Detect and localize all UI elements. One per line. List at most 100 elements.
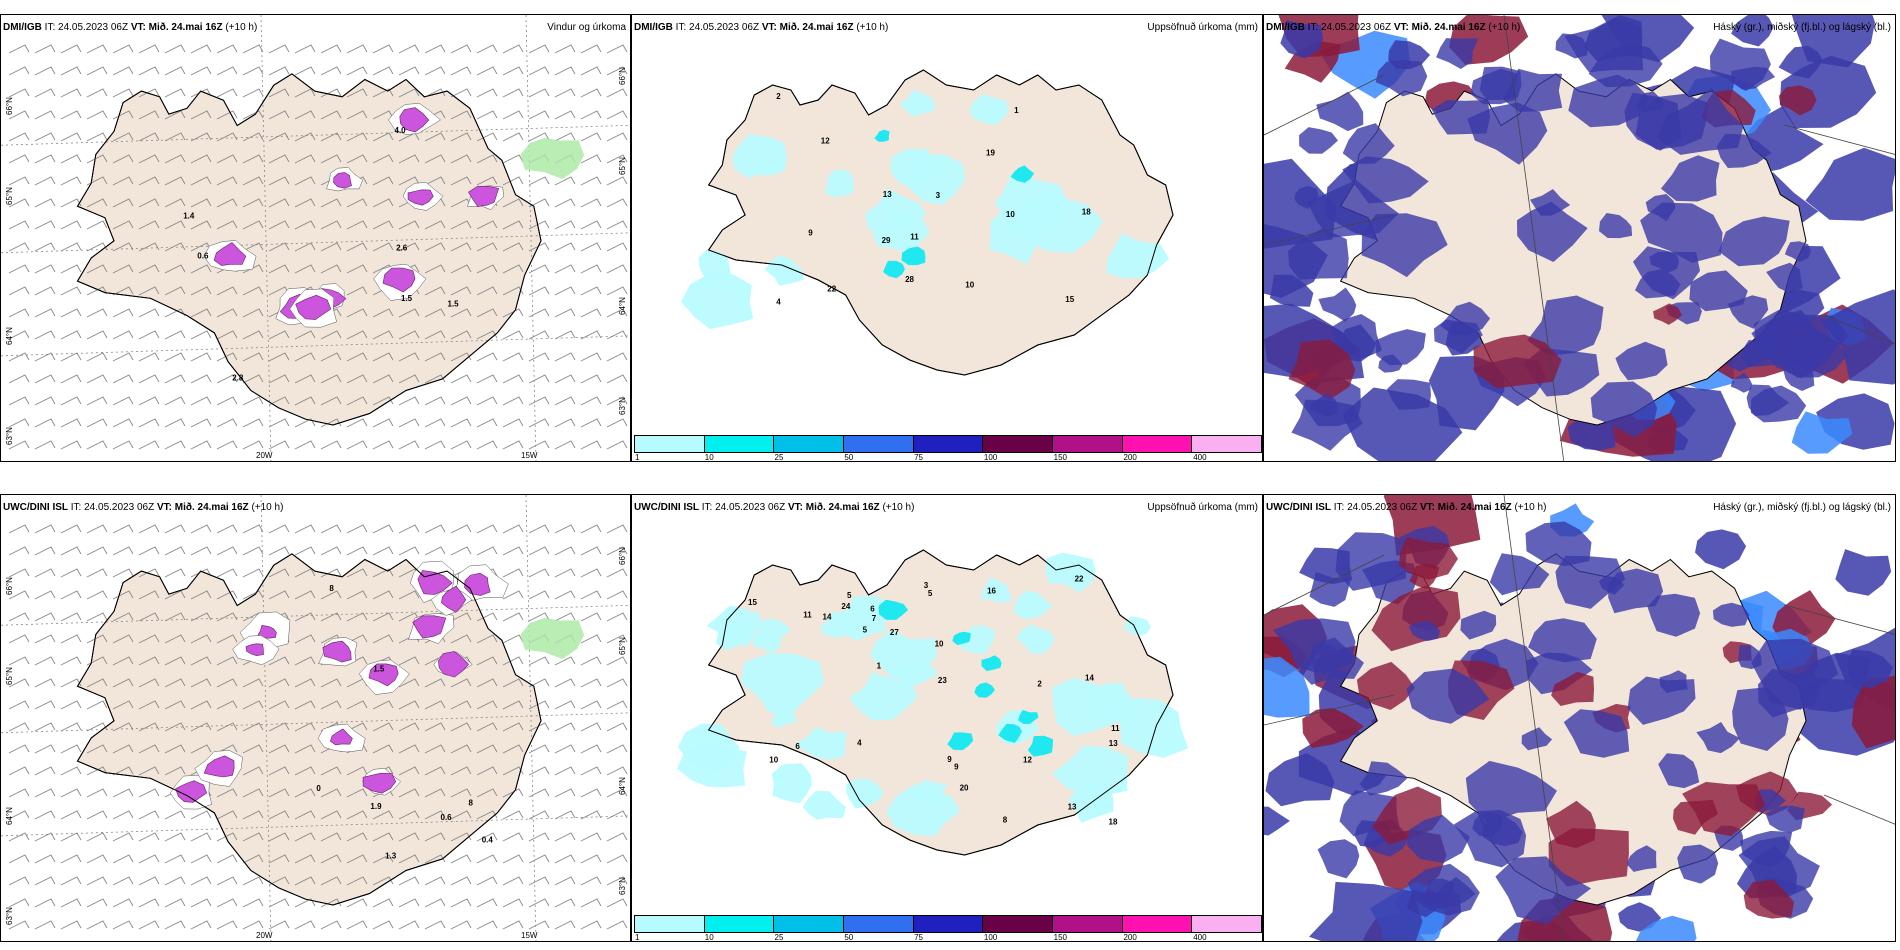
colorbar-swatch <box>844 436 914 452</box>
cloud-overlay <box>1288 17 1849 451</box>
lon-label: 15W <box>521 451 538 460</box>
colorbar-tick: 100 <box>983 933 998 942</box>
forecast-panel-1: 3 18 29 10 13 15 12 9 2 1 19 11 28 4 22 10 DMI/IGB IT: 2… <box>631 14 1263 462</box>
value-label: 1.5 <box>401 294 413 303</box>
product-title: Háský (gr.), miðský (fj.bl.) og lágský (… <box>1713 502 1891 513</box>
valid-label: VT: <box>787 502 803 513</box>
lat-label-right: 66°N <box>618 547 627 565</box>
colorbar-swatch <box>913 916 984 932</box>
colorbar-swatch <box>1053 916 1123 932</box>
value-label: 5 <box>847 591 852 600</box>
coastline <box>707 549 1174 856</box>
value-label: 24 <box>841 602 850 611</box>
forecast-panel-2: UWC/DINI ISL IT: 24.05.2023 06Z VT: Mið.… <box>1263 494 1896 942</box>
value-label: 10 <box>935 640 944 649</box>
value-labels: 0.6 2.8 4.0 1.5 2.6 1.5 1.4 <box>183 126 459 383</box>
forecast-panel-0: 0.6 8 0 8 1.9 1.5 1.3 0.4 UWC/DINI ISL IT: 24.05… <box>0 494 631 942</box>
colorbar-tick: 25 <box>774 933 784 942</box>
colorbar-swatch <box>704 916 775 932</box>
value-label: 1.5 <box>448 299 460 308</box>
precip-cells <box>203 103 504 328</box>
init-time: IT: 24.05.2023 06Z <box>70 502 155 513</box>
valid-label: VT: <box>761 22 777 33</box>
colorbar <box>634 435 1262 453</box>
value-label: 18 <box>1109 818 1118 827</box>
iceland-land <box>76 73 542 426</box>
value-label: 1 <box>877 662 882 671</box>
colorbar-swatch <box>1192 436 1262 452</box>
value-label: 0.4 <box>482 836 494 845</box>
colorbar-swatch <box>1053 436 1123 452</box>
model-name: UWC/DINI ISL <box>1266 502 1331 513</box>
valid-time: Mið. 24.mai 16Z <box>779 22 854 33</box>
colorbar-swatch <box>704 436 775 452</box>
value-labels: 6101154212222413911181614272373589142013… <box>748 575 1120 827</box>
valid-time: Mið. 24.mai 16Z <box>1437 502 1512 513</box>
value-label: 12 <box>1023 756 1032 765</box>
value-label: 22 <box>1075 575 1084 584</box>
lead-time: (+10 h) <box>1488 22 1521 33</box>
value-label: 4 <box>776 297 781 306</box>
colorbar-tick: 400 <box>1193 453 1207 462</box>
colorbar-tick: 50 <box>844 453 854 462</box>
colorbar-tick: 200 <box>1123 933 1137 942</box>
value-label: 10 <box>1006 210 1015 219</box>
valid-time: Mið. 24.mai 16Z <box>805 502 880 513</box>
value-label: 5 <box>928 589 933 598</box>
value-label: 11 <box>910 233 919 242</box>
grid-line <box>1503 495 1565 941</box>
value-label: 2 <box>776 92 781 101</box>
colorbar-swatch <box>983 916 1054 932</box>
grid-line <box>1 335 630 357</box>
value-label: 12 <box>821 137 830 146</box>
value-label: 1 <box>1014 106 1019 115</box>
value-label: 13 <box>1068 802 1077 811</box>
lat-label-right: 63°N <box>618 877 627 895</box>
value-label: 18 <box>1082 207 1091 216</box>
lat-label-right: 65°N <box>618 157 627 175</box>
lon-label: 20W <box>256 451 273 460</box>
colorbar-tick: 150 <box>1053 933 1068 942</box>
wind-barbs <box>8 524 628 930</box>
coastline <box>707 69 1174 376</box>
valid-label: VT: <box>130 22 146 33</box>
lon-label: 20W <box>256 931 273 940</box>
colorbar-tick: 200 <box>1123 453 1137 462</box>
value-label: 5 <box>863 626 868 635</box>
lead-time: (+10 h) <box>251 502 284 513</box>
product-title: Háský (gr.), miðský (fj.bl.) og lágský (… <box>1713 22 1891 33</box>
model-name: DMI/IGB <box>1266 22 1305 33</box>
colorbar-tick: 10 <box>704 933 714 942</box>
colorbar-swatch <box>774 916 845 932</box>
forecast-panel-2: DMI/IGB IT: 24.05.2023 06Z VT: Mið. 24.m… <box>1263 14 1896 462</box>
valid-label: VT: <box>1393 22 1409 33</box>
precip-accum <box>681 89 1169 329</box>
lat-label: 65°N <box>5 667 14 685</box>
cloud-overlay <box>1272 521 1839 925</box>
lat-label-right: 63°N <box>618 397 627 415</box>
colorbar-tick: 1 <box>635 933 640 942</box>
value-label: 10 <box>769 755 778 764</box>
lat-label-right: 64°N <box>618 777 627 795</box>
colorbar-tick: 75 <box>914 453 924 462</box>
colorbar-tick: 25 <box>774 453 784 462</box>
colorbar-swatch <box>635 916 705 932</box>
lat-label: 64°N <box>5 327 14 345</box>
lat-label-right: 66°N <box>618 67 627 85</box>
grid-line <box>1783 604 1895 635</box>
model-name: DMI/IGB <box>3 22 42 33</box>
panel-title: UWC/DINI ISL IT: 24.05.2023 06Z VT: Mið.… <box>1266 502 1546 513</box>
grid-line <box>1823 794 1895 825</box>
value-label: 2.6 <box>396 243 408 252</box>
value-label: 0.6 <box>197 251 209 260</box>
value-label: 9 <box>954 762 959 771</box>
grid-line <box>1783 124 1895 155</box>
iceland-land <box>76 553 542 906</box>
precip-accum <box>676 552 1189 836</box>
value-label: 6 <box>795 742 800 751</box>
valid-time: Mið. 24.mai 16Z <box>174 502 249 513</box>
value-label: 4.0 <box>395 126 407 135</box>
colorbar-swatch <box>774 436 845 452</box>
colorbar-swatch <box>913 436 984 452</box>
value-label: 3 <box>924 581 929 590</box>
